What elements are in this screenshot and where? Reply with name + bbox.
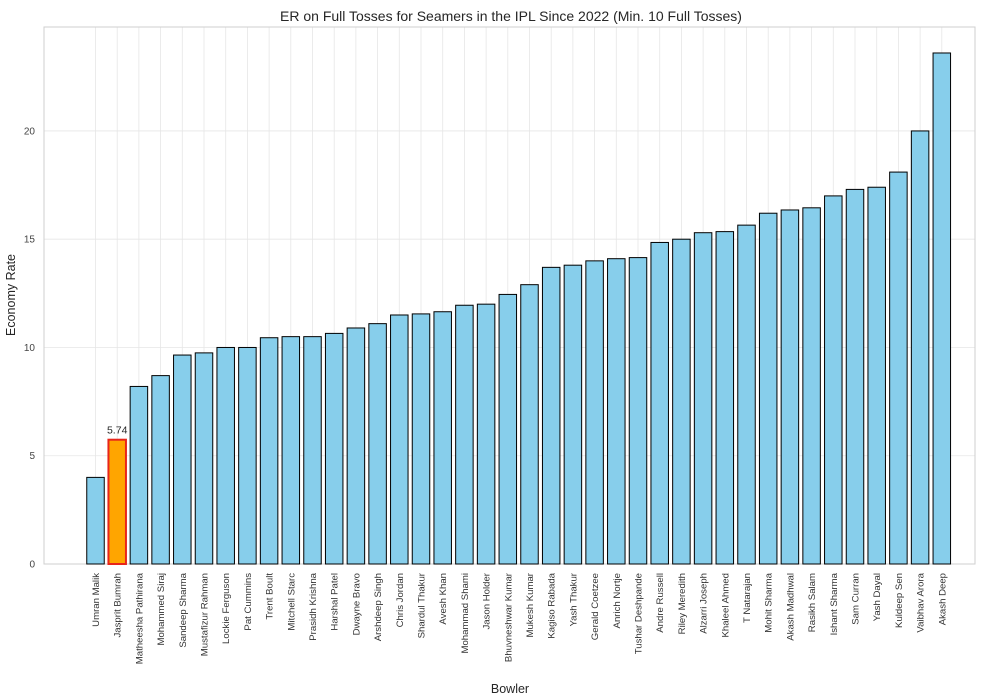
bar bbox=[824, 195, 843, 565]
bar bbox=[173, 354, 192, 565]
y-tick-label: 20 bbox=[24, 126, 36, 137]
bar bbox=[737, 224, 756, 565]
bar bbox=[346, 327, 366, 565]
x-axis-ticks: Umran Malik Jasprit Bumrah Matheesha Pathi… bbox=[91, 572, 948, 664]
y-tick-label: 0 bbox=[29, 560, 35, 571]
bar bbox=[86, 476, 105, 565]
x-tick-label: Akash Deep bbox=[937, 573, 948, 625]
bar bbox=[194, 352, 214, 565]
x-tick-label: Lockie Ferguson bbox=[221, 573, 232, 644]
x-tick-label: Gerald Coetzee bbox=[590, 573, 601, 640]
y-tick-label: 5 bbox=[29, 451, 35, 462]
bar bbox=[650, 241, 669, 565]
x-tick-label: Chris Jordan bbox=[395, 573, 406, 627]
bar bbox=[715, 231, 735, 565]
x-tick-label: Anrich Nortje bbox=[612, 573, 623, 628]
bar bbox=[281, 336, 301, 565]
x-tick-label: Sandeep Sharma bbox=[178, 572, 189, 647]
x-tick-label: Rasikh Salam bbox=[807, 573, 818, 632]
bar bbox=[889, 171, 908, 565]
x-tick-label: Trent Boult bbox=[265, 573, 276, 620]
y-axis-ticks: 0 5 10 15 20 bbox=[24, 126, 36, 570]
x-tick-label: Alzarri Joseph bbox=[699, 573, 710, 634]
x-tick-label: Jasprit Bumrah bbox=[113, 573, 124, 638]
x-tick-label: Jason Holder bbox=[482, 572, 493, 629]
x-tick-label: Yash Dayal bbox=[872, 573, 883, 621]
x-tick-label: Shardul Thakur bbox=[417, 572, 428, 638]
x-tick-label: Kuldeep Sen bbox=[894, 573, 905, 628]
x-tick-label: Avesh Khan bbox=[438, 573, 449, 625]
bar bbox=[563, 264, 583, 565]
bar bbox=[607, 258, 626, 565]
bar bbox=[541, 266, 561, 565]
bars: 5.74 bbox=[86, 52, 952, 565]
bar bbox=[303, 336, 322, 565]
bar bbox=[520, 284, 539, 565]
x-tick-label: Mohammad Shami bbox=[460, 573, 471, 654]
x-tick-label: Vaibhav Arora bbox=[916, 572, 927, 632]
bar bbox=[390, 314, 409, 565]
bar bbox=[780, 209, 800, 565]
x-tick-label: Kagiso Rabada bbox=[547, 572, 558, 638]
bar bbox=[585, 260, 604, 565]
bar bbox=[151, 375, 170, 565]
x-tick-label: Tushar Deshpande bbox=[634, 573, 645, 654]
bar bbox=[455, 304, 474, 565]
bar bbox=[802, 207, 821, 565]
x-tick-label: Mitchell Starc bbox=[286, 573, 297, 631]
y-axis-label: Economy Rate bbox=[4, 254, 18, 336]
x-tick-label: Akash Madhwal bbox=[785, 573, 796, 641]
bar bbox=[433, 311, 452, 565]
x-tick-label: Mohammed Siraj bbox=[156, 573, 167, 646]
x-tick-label: Yash Thakur bbox=[568, 572, 579, 626]
x-tick-label: Arshdeep Singh bbox=[373, 573, 384, 641]
bar bbox=[238, 346, 257, 565]
bar bbox=[932, 52, 952, 565]
x-tick-label: Harshal Patel bbox=[330, 573, 341, 631]
bar bbox=[498, 293, 518, 565]
x-tick-label: Riley Meredith bbox=[677, 573, 688, 634]
x-tick-label: Dwayne Bravo bbox=[351, 573, 362, 635]
bar bbox=[867, 186, 886, 565]
bar bbox=[693, 232, 713, 565]
bar bbox=[845, 188, 865, 565]
chart-title: ER on Full Tosses for Seamers in the IPL… bbox=[280, 8, 742, 24]
bar bbox=[129, 385, 149, 565]
x-tick-label: T Natarajan bbox=[742, 573, 753, 623]
x-tick-label: Sam Curran bbox=[851, 573, 862, 625]
y-tick-label: 10 bbox=[24, 343, 36, 354]
x-tick-label: Andre Russell bbox=[655, 573, 666, 633]
x-tick-label: Umran Malik bbox=[91, 573, 102, 627]
bar bbox=[910, 130, 930, 565]
bar bbox=[368, 323, 387, 565]
bar bbox=[216, 346, 235, 565]
x-tick-label: Mukesh Kumar bbox=[525, 572, 536, 637]
x-axis-label: Bowler bbox=[491, 682, 529, 696]
x-tick-label: Pat Cummins bbox=[243, 573, 254, 631]
bar bbox=[324, 332, 344, 565]
y-tick-label: 15 bbox=[24, 235, 36, 246]
bar bbox=[758, 212, 778, 565]
x-tick-label: Prasidh Krishna bbox=[308, 572, 319, 640]
bar bbox=[411, 313, 431, 565]
x-tick-label: Mohit Sharma bbox=[764, 572, 775, 632]
bar bbox=[628, 257, 648, 565]
bar bbox=[476, 303, 496, 565]
bar-data-label: 5.74 bbox=[107, 425, 128, 437]
x-tick-label: Mustafizur Rahman bbox=[200, 573, 211, 656]
bar bbox=[672, 238, 691, 565]
bar-highlighted bbox=[107, 438, 127, 565]
x-tick-label: Bhuvneshwar Kumar bbox=[503, 572, 514, 662]
x-tick-label: Ishant Sharma bbox=[829, 572, 840, 635]
x-tick-label: Khaleel Ahmed bbox=[720, 573, 731, 638]
bar bbox=[259, 337, 279, 565]
x-tick-label: Matheesha Pathirana bbox=[134, 572, 145, 664]
